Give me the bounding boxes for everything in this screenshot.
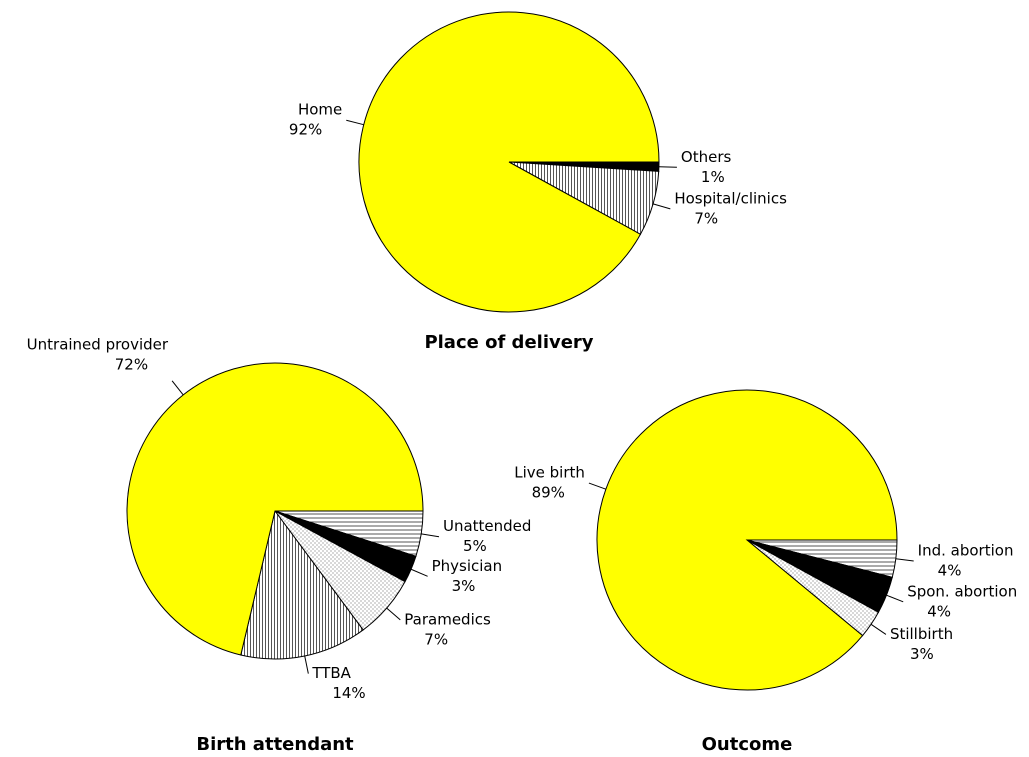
slice-value-label: 7% <box>694 209 718 227</box>
slice-label: Paramedics <box>404 610 491 628</box>
leader-line <box>870 623 887 635</box>
pie-slice <box>596 389 898 691</box>
slice-label: Live birth <box>514 464 585 482</box>
slice-label: TTBA <box>311 664 351 682</box>
slice-label: Hospital/clinics <box>674 189 787 207</box>
slice-label: Spon. abortion <box>907 582 1017 600</box>
pie-slice <box>358 11 660 313</box>
slice-value-label: 3% <box>910 645 934 663</box>
slice-label: Others <box>681 148 732 166</box>
leader-line <box>346 119 364 126</box>
slice-value-label: 89% <box>532 484 565 502</box>
leader-line <box>886 594 904 603</box>
slice-value-label: 5% <box>463 537 487 555</box>
slice-label: Unattended <box>443 517 531 535</box>
slice-label: Home <box>298 101 342 119</box>
slice-label: Stillbirth <box>890 625 953 643</box>
slice-label: Ind. abortion <box>918 542 1014 560</box>
leader-line <box>386 607 401 621</box>
slice-value-label: 4% <box>938 562 962 580</box>
leader-line <box>171 380 184 396</box>
slice-label: Physician <box>432 557 503 575</box>
leader-line <box>658 166 677 168</box>
slice-value-label: 7% <box>424 630 448 648</box>
slice-value-label: 92% <box>289 121 322 139</box>
slice-value-label: 14% <box>332 684 365 702</box>
leader-line <box>588 482 607 490</box>
slice-label: Untrained provider <box>27 335 169 353</box>
leader-line <box>895 558 914 562</box>
slice-value-label: 4% <box>927 602 951 620</box>
chart-title: Place of delivery <box>424 332 593 353</box>
pie-slice <box>126 362 424 656</box>
slice-value-label: 72% <box>115 355 148 373</box>
slice-value-label: 3% <box>452 577 476 595</box>
slice-value-label: 1% <box>701 168 725 186</box>
chart-title: Birth attendant <box>196 734 354 755</box>
leader-line <box>652 203 671 210</box>
leader-line <box>421 533 440 538</box>
leader-line <box>304 655 309 674</box>
pie-slice <box>240 509 364 660</box>
leader-line <box>410 568 428 577</box>
chart-title: Outcome <box>702 734 793 755</box>
